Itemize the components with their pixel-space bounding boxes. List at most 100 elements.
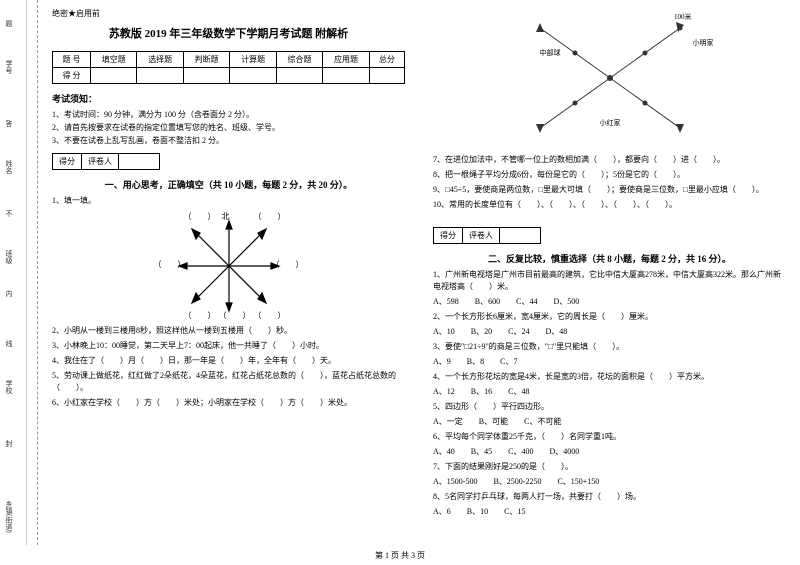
question: 5、劳动课上做纸花，红红做了2朵纸花，4朵蓝花，红花占纸花总数的（ ），蓝花占纸… xyxy=(52,370,405,394)
option: A、40 xyxy=(433,446,455,458)
score-box: 得分 评卷人 xyxy=(433,227,541,244)
compass-blank: （ ） xyxy=(254,310,286,321)
compass-diagram: 北 （ ） （ ） （ ） （ ） （ ） （ ） （ ） xyxy=(154,211,304,321)
th: 填空题 xyxy=(91,52,137,68)
question: 1、填一填。 xyxy=(52,195,405,207)
margin-township: 乡镇(街道) xyxy=(4,500,14,533)
compass-blank: （ ） xyxy=(272,259,304,270)
question: 6、小红家在学校（ ）方（ ）米处；小明家在学校（ ）方（ ）米处。 xyxy=(52,397,405,409)
option: C、24 xyxy=(508,326,529,338)
question: 7、在进位加法中，不管哪一位上的数相加满（ ），都要向（ ）进（ ）。 xyxy=(433,154,786,166)
diagram-label: 小明家 xyxy=(693,38,714,48)
question: 7、下面的结果刚好是250的是（ ）。 xyxy=(433,461,786,473)
page-footer: 第 1 页 共 3 页 xyxy=(0,548,800,563)
options: A、40 B、45 C、400 D、4000 xyxy=(433,446,786,458)
question: 6、平均每个同学体重25千克，（ ）名同学重1吨。 xyxy=(433,431,786,443)
margin-ti: 题 xyxy=(4,20,14,27)
score-label: 得分 xyxy=(53,154,82,169)
option: B、600 xyxy=(475,296,500,308)
section-title: 一、用心思考，正确填空（共 10 小题，每题 2 分，共 20 分）。 xyxy=(52,178,405,191)
option: D、500 xyxy=(553,296,579,308)
score-box: 得分 评卷人 xyxy=(52,153,160,170)
table-row: 得 分 xyxy=(53,68,405,84)
compass-blank: （ ） xyxy=(254,211,286,222)
th: 计算题 xyxy=(230,52,276,68)
option: B、20 xyxy=(471,326,492,338)
margin-da: 答 xyxy=(4,120,14,127)
td xyxy=(137,68,183,84)
options: A、10 B、20 C、24 D、48 xyxy=(433,326,786,338)
score-label: 得分 xyxy=(434,228,463,243)
location-diagram: 100米 小明家 中部球 小红家 xyxy=(500,8,720,148)
diagram-label: 100米 xyxy=(674,12,692,22)
option: A、598 xyxy=(433,296,459,308)
option: B、可能 xyxy=(479,416,508,428)
table-row: 题 号 填空题 选择题 判断题 计算题 综合题 应用题 总分 xyxy=(53,52,405,68)
margin-bu: 不 xyxy=(4,210,14,217)
binding-margin: 乡镇(街道) 封 学校 线 内 班级 不 姓名 答 学号 题 xyxy=(0,0,38,545)
compass-blank: （ ） xyxy=(184,310,216,321)
option: C、400 xyxy=(508,446,533,458)
blank xyxy=(119,154,159,169)
question: 1、广州新电视塔是广州市目前最高的建筑，它比中信大厦高278米，中信大厦高322… xyxy=(433,269,786,293)
option: A、9 xyxy=(433,356,451,368)
margin-id: 学号 xyxy=(4,60,14,74)
th: 综合题 xyxy=(276,52,322,68)
option: A、12 xyxy=(433,386,455,398)
notice-item: 2、请首先按要求在试卷的指定位置填写您的姓名、班级、学号。 xyxy=(52,122,405,133)
question: 8、把一根绳子平均分成6份，每份是它的（ ）；5份是它的（ ）。 xyxy=(433,169,786,181)
compass-blank: （ ） xyxy=(184,211,216,222)
left-column: 绝密★启用前 苏教版 2019 年三年级数学下学期月考试题 附解析 题 号 填空… xyxy=(38,0,419,545)
option: C、44 xyxy=(516,296,537,308)
notice-item: 1、考试时间：90 分钟，满分为 100 分（含卷面分 2 分）。 xyxy=(52,109,405,120)
td xyxy=(230,68,276,84)
option: A、6 xyxy=(433,506,451,518)
option: A、1500-500 xyxy=(433,476,477,488)
option: C、7 xyxy=(500,356,517,368)
option: B、8 xyxy=(467,356,484,368)
section-title: 二、反复比较，慎重选择（共 8 小题，每题 2 分，共 16 分）。 xyxy=(433,252,786,265)
question: 10、常用的长度单位有（ ）、（ ）、（ ）、（ ）、（ ）。 xyxy=(433,199,786,211)
diagram-label: 小红家 xyxy=(600,118,621,128)
option: C、48 xyxy=(508,386,529,398)
th: 题 号 xyxy=(53,52,91,68)
margin-school: 学校 xyxy=(4,380,14,394)
diagram-label: 中部球 xyxy=(540,48,561,58)
margin-inner: 内 xyxy=(4,290,14,297)
th: 总分 xyxy=(369,52,404,68)
td: 得 分 xyxy=(53,68,91,84)
notice-heading: 考试须知： xyxy=(52,92,405,105)
margin-seal: 封 xyxy=(4,440,14,447)
th: 选择题 xyxy=(137,52,183,68)
option: C、不可能 xyxy=(524,416,561,428)
compass-blank: （ ） xyxy=(154,259,186,270)
option: C、150+150 xyxy=(557,476,599,488)
grader-label: 评卷人 xyxy=(463,228,500,243)
th: 应用题 xyxy=(323,52,369,68)
question: 2、小明从一楼到三楼用8秒，照这样他从一楼到五楼用（ ）秒。 xyxy=(52,325,405,337)
margin-name: 姓名 xyxy=(4,160,14,174)
score-table: 题 号 填空题 选择题 判断题 计算题 综合题 应用题 总分 得 分 xyxy=(52,51,405,84)
td xyxy=(183,68,229,84)
option: A、一定 xyxy=(433,416,463,428)
question: 9、□45÷5，要使商是两位数，□里最大可填（ ）；要使商是三位数，□里最小应填… xyxy=(433,184,786,196)
blank xyxy=(500,228,540,243)
td xyxy=(91,68,137,84)
question: 5、四边形（ ）平行四边形。 xyxy=(433,401,786,413)
options: A、598 B、600 C、44 D、500 xyxy=(433,296,786,308)
margin-class: 班级 xyxy=(4,250,14,264)
option: B、16 xyxy=(471,386,492,398)
notice-item: 3、不要在试卷上乱写乱画，卷面不整洁扣 2 分。 xyxy=(52,135,405,146)
question: 4、一个长方形花坛的宽是4米，长是宽的3倍，花坛的面积是（ ）平方米。 xyxy=(433,371,786,383)
td xyxy=(276,68,322,84)
option: D、48 xyxy=(545,326,567,338)
question: 8、5名同学打乒乓球，每两人打一场，共要打（ ）场。 xyxy=(433,491,786,503)
exam-title: 苏教版 2019 年三年级数学下学期月考试题 附解析 xyxy=(52,25,405,41)
option: B、2500-2250 xyxy=(493,476,541,488)
margin-line: 线 xyxy=(4,340,14,347)
right-column: 100米 小明家 中部球 小红家 7、在进位加法中，不管哪一位上的数相加满（ ）… xyxy=(419,0,800,545)
option: D、4000 xyxy=(549,446,579,458)
options: A、6 B、10 C、15 xyxy=(433,506,786,518)
th: 判断题 xyxy=(183,52,229,68)
options: A、一定 B、可能 C、不可能 xyxy=(433,416,786,428)
